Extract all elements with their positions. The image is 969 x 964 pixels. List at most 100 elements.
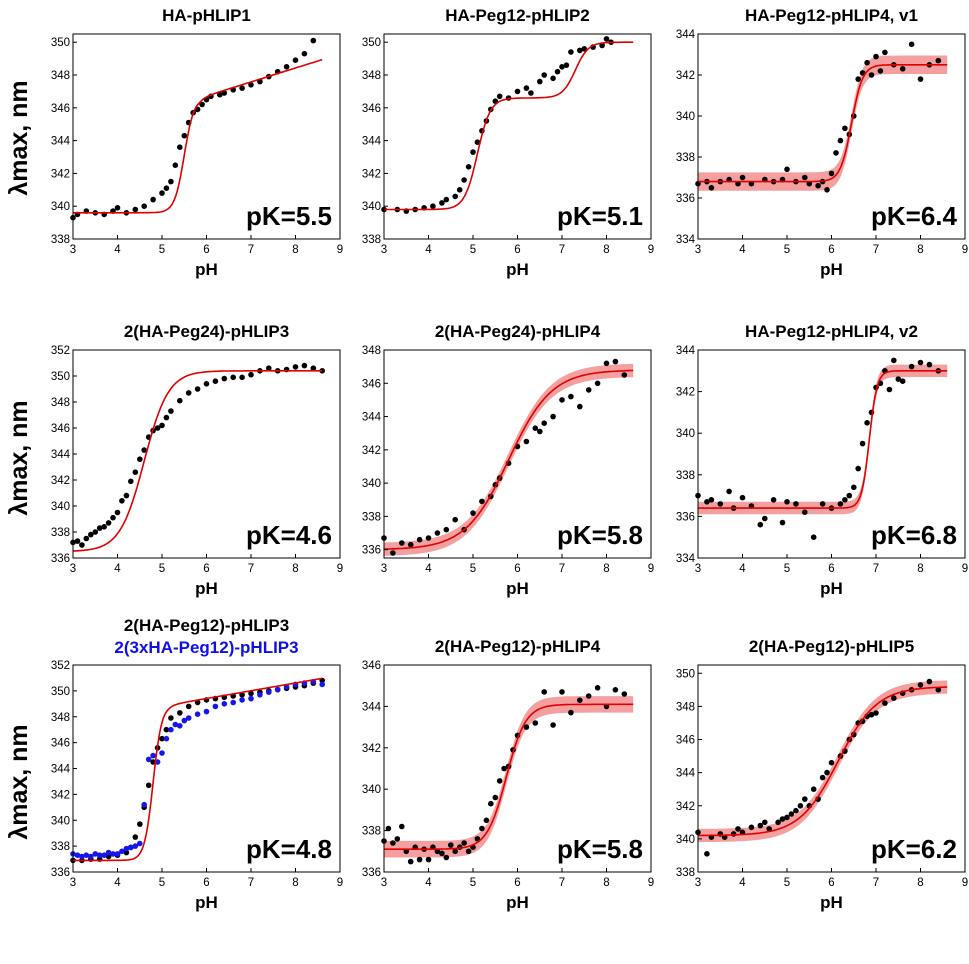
- panel-5: 2(HA-Peg24)-pHLIP4 3 4 5 6 7 8 9 336 338 340 342 344…: [362, 322, 654, 598]
- data-point: [577, 47, 583, 54]
- x-tick-label: 6: [514, 563, 520, 575]
- data-point: [105, 520, 112, 526]
- data-point: [828, 759, 835, 766]
- y-tick-label: 342: [676, 801, 695, 813]
- data-point: [492, 794, 499, 801]
- y-tick-label: 348: [362, 70, 381, 82]
- x-tick-label: 7: [873, 244, 879, 256]
- data-point: [394, 836, 401, 842]
- y-tick-label: 348: [676, 701, 695, 713]
- data-point-series-2: [172, 721, 179, 728]
- data-point: [119, 498, 125, 504]
- panel-title: 2(HA-Peg24)-pHLIP3: [124, 322, 289, 341]
- x-axis-label: pH: [195, 260, 218, 279]
- data-point: [501, 765, 507, 772]
- y-tick-label: 348: [51, 712, 70, 724]
- panel-title: 2(HA-Peg12)-pHLIP5: [749, 637, 914, 656]
- data-point: [150, 196, 156, 203]
- data-point: [802, 509, 808, 515]
- data-point: [488, 800, 494, 807]
- data-point-series-2: [163, 735, 170, 742]
- y-tick-label: 340: [676, 111, 695, 123]
- y-tick-label: 334: [676, 234, 696, 246]
- data-point: [283, 64, 290, 70]
- y-tick-label: 344: [676, 29, 696, 41]
- data-point: [194, 699, 201, 706]
- data-point: [603, 36, 610, 42]
- data-point: [177, 710, 183, 716]
- data-point: [802, 796, 808, 802]
- y-axis-label-row-3: λmax, nm: [5, 724, 33, 839]
- y-tick-label: 340: [362, 201, 381, 213]
- x-tick-label: 5: [470, 563, 476, 575]
- x-tick-label: 5: [159, 244, 165, 256]
- data-point-series-2: [181, 717, 188, 724]
- y-tick-label: 342: [362, 743, 381, 755]
- x-tick-label: 6: [203, 877, 209, 889]
- data-point: [717, 501, 724, 507]
- data-point: [828, 170, 835, 177]
- x-tick-label: 7: [559, 244, 565, 256]
- fit-curve: [698, 686, 948, 837]
- data-point: [585, 693, 592, 699]
- data-point-series-2: [128, 844, 134, 851]
- data-point: [452, 516, 459, 523]
- y-tick-label: 344: [51, 764, 71, 776]
- y-tick-label: 344: [676, 345, 696, 357]
- x-tick-label: 3: [381, 877, 387, 889]
- data-point: [434, 530, 441, 536]
- x-tick-label: 4: [425, 244, 432, 256]
- confidence-band: [698, 680, 948, 843]
- data-point: [784, 814, 790, 821]
- data-point-series-2: [274, 686, 281, 693]
- data-point: [837, 501, 844, 507]
- data-point: [163, 185, 170, 191]
- data-point: [550, 722, 556, 728]
- x-tick-label: 6: [203, 244, 209, 256]
- y-tick-label: 350: [676, 668, 695, 680]
- x-tick-label: 7: [248, 877, 254, 889]
- data-point: [864, 420, 870, 426]
- data-point-series-2: [96, 852, 103, 858]
- x-tick-label: 4: [739, 244, 746, 256]
- data-point: [708, 185, 715, 191]
- data-point: [726, 488, 732, 495]
- data-point: [532, 425, 539, 432]
- data-point: [784, 166, 790, 173]
- x-tick-label: 9: [337, 877, 343, 889]
- data-point: [185, 703, 192, 710]
- data-point: [891, 695, 897, 701]
- data-point: [212, 378, 219, 385]
- pk-annotation: pK=5.5: [246, 201, 332, 231]
- data-point: [877, 68, 884, 74]
- data-point: [407, 541, 414, 548]
- panel-1: HA-pHLIP1 3 4 5 6 7 8 9 338 340 342 344 346 348 350 pK=…: [51, 6, 343, 279]
- x-tick-label: 9: [962, 244, 968, 256]
- data-point: [568, 709, 574, 716]
- data-point: [168, 408, 174, 414]
- data-point: [882, 49, 888, 56]
- data-point: [96, 525, 103, 531]
- data-point: [443, 196, 450, 203]
- data-point: [310, 37, 317, 44]
- data-point: [568, 49, 574, 55]
- x-tick-label: 4: [425, 563, 432, 575]
- x-tick-label: 3: [70, 563, 76, 575]
- data-point: [399, 823, 405, 830]
- pk-annotation: pK=6.4: [871, 201, 958, 231]
- y-tick-label: 350: [51, 371, 70, 383]
- data-point-series-2: [137, 840, 143, 847]
- data-point: [385, 825, 392, 832]
- x-axis-label: pH: [195, 579, 218, 598]
- y-tick-label: 336: [676, 193, 695, 205]
- data-point-series-2: [283, 684, 290, 690]
- y-tick-label: 336: [362, 545, 381, 557]
- x-tick-label: 7: [873, 877, 879, 889]
- panel-8: 2(HA-Peg12)-pHLIP4 3 4 5 6 7 8 9 336 338 340 342 344…: [362, 637, 654, 912]
- data-point: [203, 381, 210, 387]
- y-tick-label: 346: [51, 423, 70, 435]
- data-point: [559, 689, 565, 695]
- data-point: [181, 132, 188, 139]
- x-tick-label: 7: [559, 563, 565, 575]
